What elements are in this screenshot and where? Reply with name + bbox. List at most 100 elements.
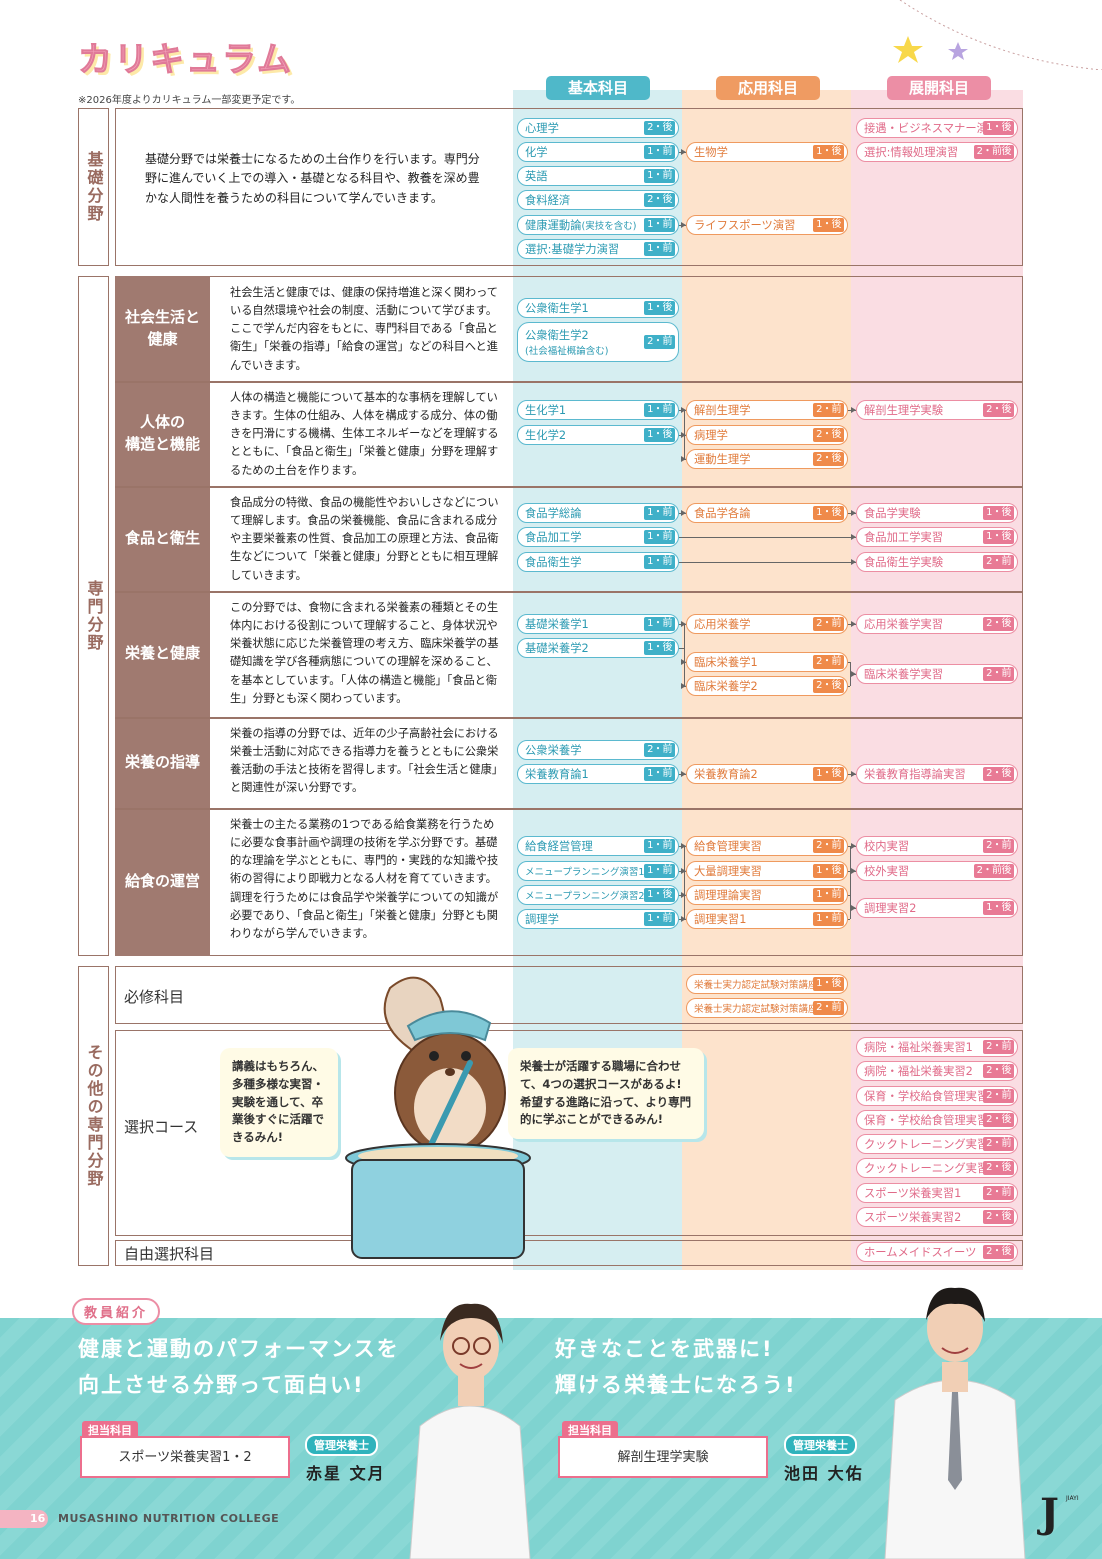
teacher1-subject-tag: 担当科目 bbox=[82, 1421, 138, 1439]
connector-line bbox=[848, 846, 850, 847]
year-badge: 1・前 bbox=[813, 912, 844, 926]
subject-pill: 臨床栄養学実習 2・前 bbox=[856, 664, 1018, 684]
year-badge: 2・後 bbox=[983, 1210, 1014, 1224]
year-badge: 2・前 bbox=[983, 1089, 1014, 1103]
row-divider bbox=[115, 717, 1023, 719]
row-divider bbox=[115, 591, 1023, 593]
subject-name: クックトレーニング実習2 bbox=[864, 1162, 984, 1175]
subject-pill: 解剖生理学 2・前 bbox=[686, 400, 848, 420]
connector-line bbox=[684, 846, 685, 919]
row-description: この分野では、食物に含まれる栄養素の種類とその生体内における役割について理解する… bbox=[230, 601, 499, 705]
subject-pill: 応用栄養学 2・前 bbox=[686, 614, 848, 634]
subject-pill: 臨床栄養学1 2・前 bbox=[686, 652, 848, 672]
subject-name: 給食経営管理 bbox=[525, 840, 593, 853]
subject-pill: メニュープランニング演習1 1・前 bbox=[517, 861, 679, 881]
subject-name: 食品学実験 bbox=[864, 507, 921, 520]
subject-name: 食品学総論 bbox=[525, 507, 582, 520]
subject-pill: 公衆衛生学1 1・後 bbox=[517, 298, 679, 318]
subject-pill: 食品衛生学 1・前 bbox=[517, 552, 679, 572]
teacher2-photo bbox=[884, 1287, 1026, 1559]
row-description: 栄養士の主たる業務の1つである給食業務を行うために必要な食事計画や調理の技術を学… bbox=[230, 818, 499, 940]
subject-pill: 病院・福祉栄養実習1 2・前 bbox=[856, 1037, 1018, 1057]
teacher1-photo bbox=[409, 1303, 531, 1559]
subject-pill: 調理実習2 1・後 bbox=[856, 898, 1018, 918]
subject-name: 食品衛生学 bbox=[525, 556, 582, 569]
footer-page-number: 16 bbox=[30, 1512, 46, 1525]
subject-pill: クックトレーニング実習1 2・前 bbox=[856, 1134, 1018, 1154]
connector-line bbox=[848, 919, 850, 920]
subject-name: 選択:情報処理演習 bbox=[864, 146, 959, 159]
year-badge: 2・前 bbox=[813, 655, 844, 669]
arrow-icon bbox=[681, 149, 686, 155]
subject-pill: 給食管理実習 2・前 bbox=[686, 836, 848, 856]
subject-name: 応用栄養学 bbox=[694, 618, 751, 631]
year-badge: 2・後 bbox=[813, 428, 844, 442]
section-kiso-box bbox=[115, 108, 1023, 266]
subject-name: スポーツ栄養実習2 bbox=[864, 1211, 962, 1224]
year-badge: 2・後 bbox=[983, 617, 1014, 631]
year-badge: 1・後 bbox=[813, 145, 844, 159]
subject-name: 栄養士実力認定試験対策講座1 bbox=[694, 980, 814, 991]
teacher2-name: 池田 大佑 bbox=[784, 1464, 864, 1483]
arrow-icon bbox=[681, 683, 686, 689]
subject-name: 栄養教育指導論実習 bbox=[864, 768, 966, 781]
subject-name: 健康運動論(実技を含む) bbox=[525, 219, 637, 232]
year-badge: 1・前 bbox=[644, 864, 675, 878]
year-badge: 1・前 bbox=[644, 555, 675, 569]
subject-name: クックトレーニング実習1 bbox=[864, 1138, 984, 1151]
year-badge: 2・前 bbox=[813, 617, 844, 631]
footer-logo: J bbox=[1040, 1490, 1059, 1537]
year-badge: 1・前 bbox=[644, 767, 675, 781]
arrow-icon bbox=[681, 407, 686, 413]
subject-name: 公衆衛生学1 bbox=[525, 302, 589, 315]
connector-line bbox=[848, 871, 850, 872]
subject-name: 基礎栄養学1 bbox=[525, 618, 589, 631]
row-header: 栄養の指導 bbox=[115, 717, 210, 808]
arrow-icon bbox=[681, 868, 686, 874]
subject-pill: 栄養教育論1 1・前 bbox=[517, 764, 679, 784]
subject-pill: 選択:基礎学力演習 1・前 bbox=[517, 239, 679, 259]
subject-pill: 食品学実験 1・後 bbox=[856, 503, 1018, 523]
subject-pill: 解剖生理学実験 2・後 bbox=[856, 400, 1018, 420]
row-header: 人体の 構造と機能 bbox=[115, 381, 210, 486]
subject-name: 食品衛生学実験 bbox=[864, 556, 944, 569]
subject-name: 病理学 bbox=[694, 429, 728, 442]
subject-pill: 応用栄養学実習 2・後 bbox=[856, 614, 1018, 634]
year-badge: 2・前後 bbox=[973, 864, 1014, 878]
teacher2-role: 管理栄養士 bbox=[784, 1434, 857, 1456]
arrow-icon bbox=[681, 659, 686, 665]
subject-name: 保育・学校給食管理実習1 bbox=[864, 1090, 984, 1103]
year-badge: 2・後 bbox=[983, 1245, 1014, 1259]
subject-pill: クックトレーニング実習2 2・後 bbox=[856, 1158, 1018, 1178]
subject-name: ライフスポーツ演習 bbox=[694, 219, 796, 232]
year-badge: 1・前 bbox=[644, 912, 675, 926]
subject-pill: 生化学1 1・前 bbox=[517, 400, 679, 420]
year-badge: 2・前 bbox=[983, 839, 1014, 853]
arrow-icon bbox=[681, 843, 686, 849]
row-description: 社会生活と健康では、健康の保持増進と深く関わっている自然環境や社会の制度、活動に… bbox=[230, 286, 498, 372]
subject-pill: 接遇・ビジネスマナー演習1・後 bbox=[856, 118, 1018, 138]
arrow-icon bbox=[851, 771, 856, 777]
year-badge: 2・後 bbox=[813, 679, 844, 693]
subject-pill: 運動生理学 2・後 bbox=[686, 449, 848, 469]
arrow-icon bbox=[681, 621, 686, 627]
subject-name: 接遇・ビジネスマナー演習 bbox=[864, 122, 983, 135]
subject-pill: 栄養士実力認定試験対策講座1 1・後 bbox=[686, 974, 848, 994]
year-badge: 1・前 bbox=[644, 839, 675, 853]
year-badge: 1・後 bbox=[644, 641, 675, 655]
teacher1-message-line2: 向上させる分野って面白い! bbox=[78, 1373, 365, 1397]
subject-pill: ホームメイドスイーツ 2・後 bbox=[856, 1242, 1018, 1262]
arrow-icon bbox=[851, 510, 856, 516]
connector-line bbox=[679, 562, 856, 563]
subject-name: 応用栄養学実習 bbox=[864, 618, 944, 631]
year-badge: 2・前 bbox=[983, 667, 1014, 681]
subject-name: 運動生理学 bbox=[694, 453, 751, 466]
subject-pill: 生物学 1・後 bbox=[686, 142, 848, 162]
subject-pill: 食品衛生学実験 2・前 bbox=[856, 552, 1018, 572]
year-badge: 1・前 bbox=[644, 403, 675, 417]
subject-name: 調理実習1 bbox=[694, 913, 747, 926]
subject-pill: 食品加工学実習 1・後 bbox=[856, 527, 1018, 547]
year-badge: 2・前 bbox=[983, 1186, 1014, 1200]
subject-name: 心理学 bbox=[525, 122, 559, 135]
subject-pill: 病院・福祉栄養実習2 2・後 bbox=[856, 1061, 1018, 1081]
